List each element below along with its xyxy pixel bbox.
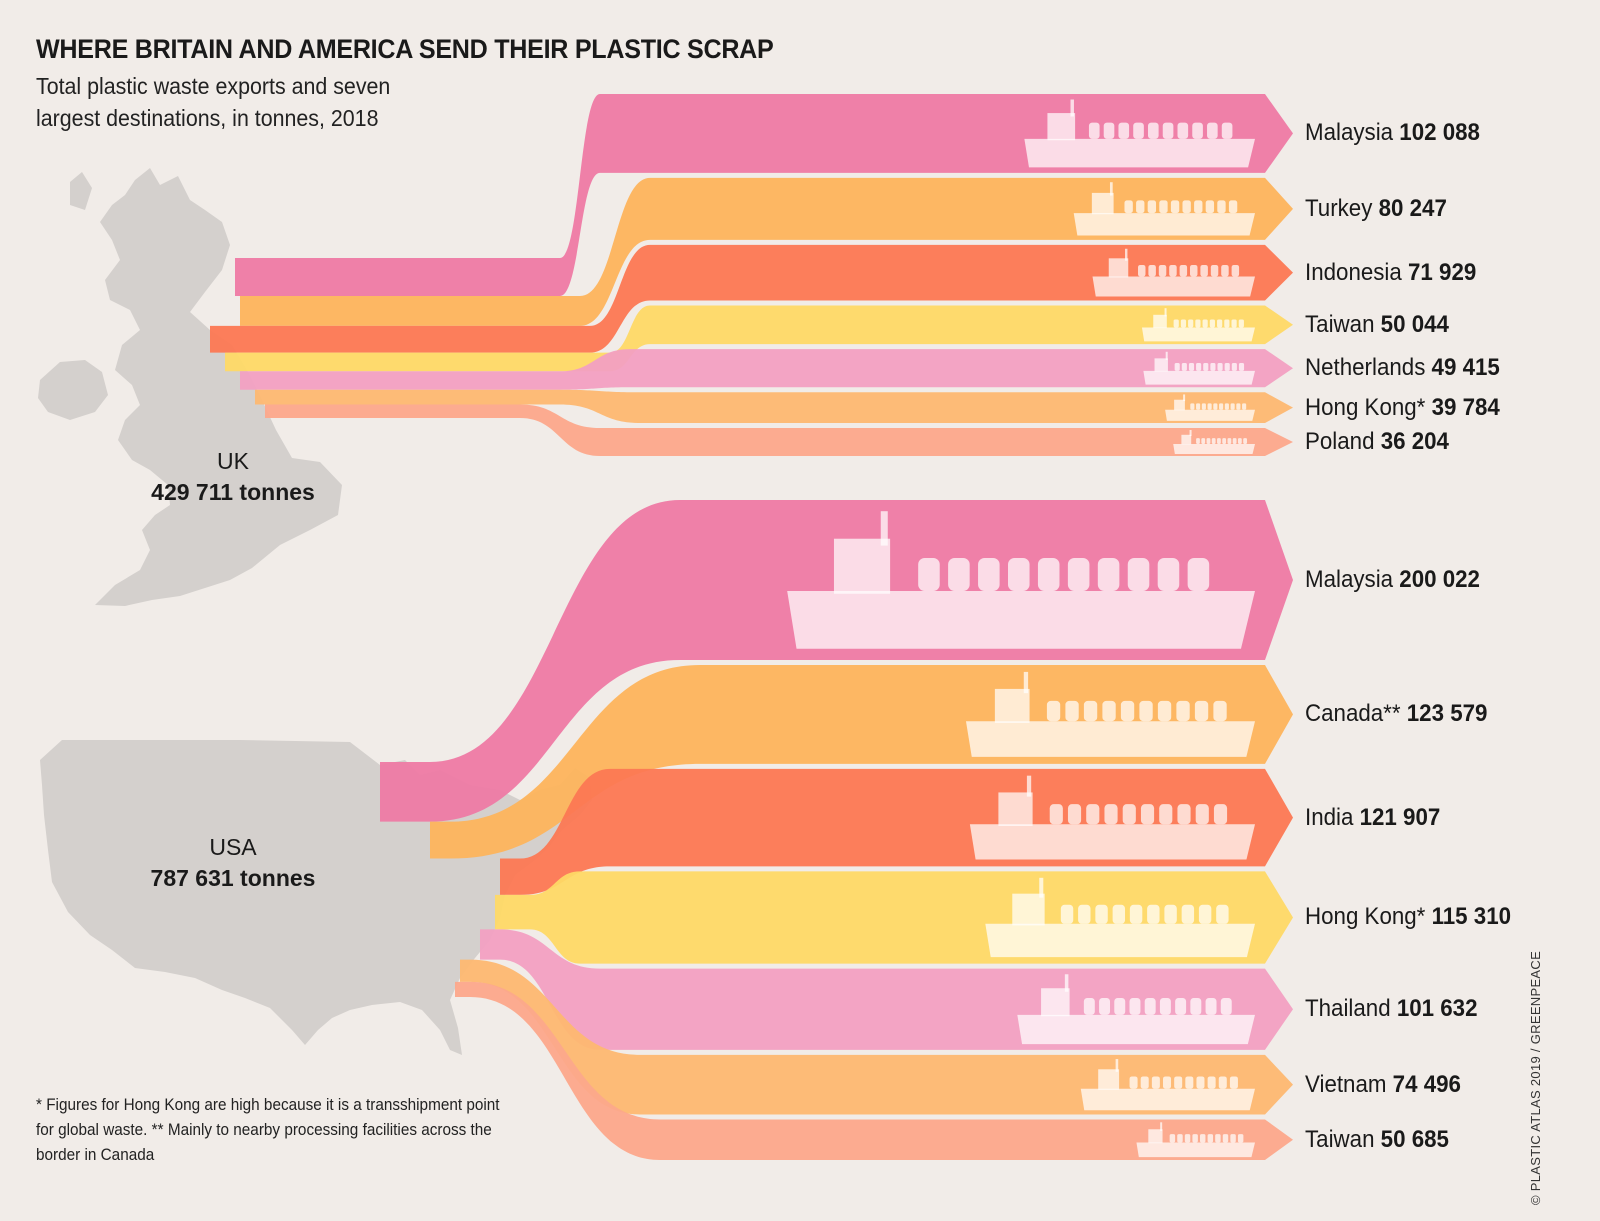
origin-name: USA xyxy=(209,834,257,860)
flow-uk-2 xyxy=(210,244,1293,353)
origin-label-usa: USA 787 631 tonnes xyxy=(113,832,353,894)
destination-label: Netherlands 49 415 xyxy=(1305,354,1500,382)
destination-value: 80 247 xyxy=(1378,194,1447,222)
container-ship-icon xyxy=(1017,974,1255,1045)
destination-label: India 121 907 xyxy=(1305,804,1440,832)
destination-value: 39 784 xyxy=(1431,393,1500,421)
destination-name: Taiwan xyxy=(1305,310,1381,338)
destination-value: 123 579 xyxy=(1406,700,1488,728)
container-ship-icon xyxy=(787,511,1255,649)
flow-usa-2 xyxy=(500,768,1293,895)
origin-label-uk: UK 429 711 tonnes xyxy=(113,446,353,508)
destination-value: 200 022 xyxy=(1399,565,1480,593)
container-ship-icon xyxy=(1073,182,1255,236)
flow-usa-0 xyxy=(380,500,1293,822)
destination-label: Taiwan 50 044 xyxy=(1305,311,1449,339)
destination-label: Hong Kong* 39 784 xyxy=(1305,394,1500,422)
container-ship-icon xyxy=(1080,1059,1255,1111)
flow-usa-5 xyxy=(460,959,1293,1115)
container-ship-icon xyxy=(1092,248,1255,297)
destination-label: Taiwan 50 685 xyxy=(1305,1126,1449,1154)
destination-name: Thailand xyxy=(1305,995,1397,1023)
flow-uk-6 xyxy=(265,404,1293,456)
destination-label: Turkey 80 247 xyxy=(1305,195,1447,223)
container-ship-icon xyxy=(1173,429,1255,455)
destination-name: Indonesia xyxy=(1305,258,1409,286)
uk-map-icon xyxy=(38,168,342,606)
destination-label: Malaysia 102 088 xyxy=(1305,119,1480,147)
destination-name: India xyxy=(1305,803,1360,831)
container-ship-icon xyxy=(965,671,1255,757)
destination-value: 50 044 xyxy=(1380,310,1449,338)
destination-name: Hong Kong* xyxy=(1305,903,1432,931)
chart-subtitle: Total plastic waste exports and seven la… xyxy=(36,73,391,131)
container-ship-icon xyxy=(1165,394,1255,421)
destination-label: Malaysia 200 022 xyxy=(1305,566,1480,594)
destination-label: Indonesia 71 929 xyxy=(1305,259,1476,287)
destination-value: 121 907 xyxy=(1359,803,1441,831)
origin-total: 429 711 tonnes xyxy=(151,479,315,505)
destination-name: Canada** xyxy=(1305,700,1407,728)
destination-name: Hong Kong* xyxy=(1305,393,1432,421)
footnote: * Figures for Hong Kong are high because… xyxy=(36,1095,500,1164)
destination-value: 74 496 xyxy=(1392,1070,1461,1098)
flow-uk-4 xyxy=(240,349,1293,390)
flow-uk-1 xyxy=(240,177,1293,326)
destination-label: Hong Kong* 115 310 xyxy=(1305,903,1511,931)
origin-name: UK xyxy=(217,448,249,474)
destination-label: Vietnam 74 496 xyxy=(1305,1071,1461,1099)
destination-name: Poland xyxy=(1305,428,1381,455)
flow-uk-5 xyxy=(255,389,1293,424)
destination-value: 102 088 xyxy=(1399,119,1480,147)
container-ship-icon xyxy=(1024,99,1255,168)
container-ship-icon xyxy=(1143,351,1255,385)
destination-name: Netherlands xyxy=(1305,354,1432,382)
container-ship-icon xyxy=(1141,308,1255,342)
chart-title: WHERE BRITAIN AND AMERICA SEND THEIR PLA… xyxy=(36,34,774,64)
destination-value: 50 685 xyxy=(1380,1125,1449,1153)
destination-label: Thailand 101 632 xyxy=(1305,995,1478,1023)
destination-value: 71 929 xyxy=(1408,258,1477,286)
destination-name: Taiwan xyxy=(1305,1125,1381,1153)
destination-name: Turkey xyxy=(1305,194,1379,222)
destination-name: Malaysia xyxy=(1305,119,1400,147)
flow-uk-3 xyxy=(225,305,1293,372)
destination-label: Canada** 123 579 xyxy=(1305,700,1487,728)
destination-value: 36 204 xyxy=(1380,428,1449,455)
container-ship-icon xyxy=(969,775,1255,860)
destination-name: Malaysia xyxy=(1305,565,1400,593)
container-ship-icon xyxy=(1136,1122,1255,1158)
destination-value: 101 632 xyxy=(1396,995,1478,1023)
destination-name: Vietnam xyxy=(1305,1070,1393,1098)
destination-label: Poland 36 204 xyxy=(1305,428,1449,456)
origin-total: 787 631 tonnes xyxy=(150,865,316,891)
credit-line: © PLASTIC ATLAS 2019 / GREENPEACE xyxy=(1528,950,1543,1205)
ships-layer xyxy=(787,99,1255,1158)
destination-value: 49 415 xyxy=(1431,354,1500,382)
destination-value: 115 310 xyxy=(1431,903,1512,931)
container-ship-icon xyxy=(985,877,1255,958)
